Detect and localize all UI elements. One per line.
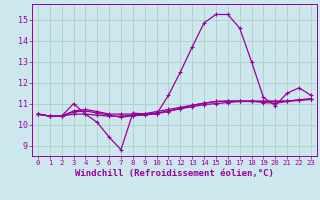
X-axis label: Windchill (Refroidissement éolien,°C): Windchill (Refroidissement éolien,°C) <box>75 169 274 178</box>
